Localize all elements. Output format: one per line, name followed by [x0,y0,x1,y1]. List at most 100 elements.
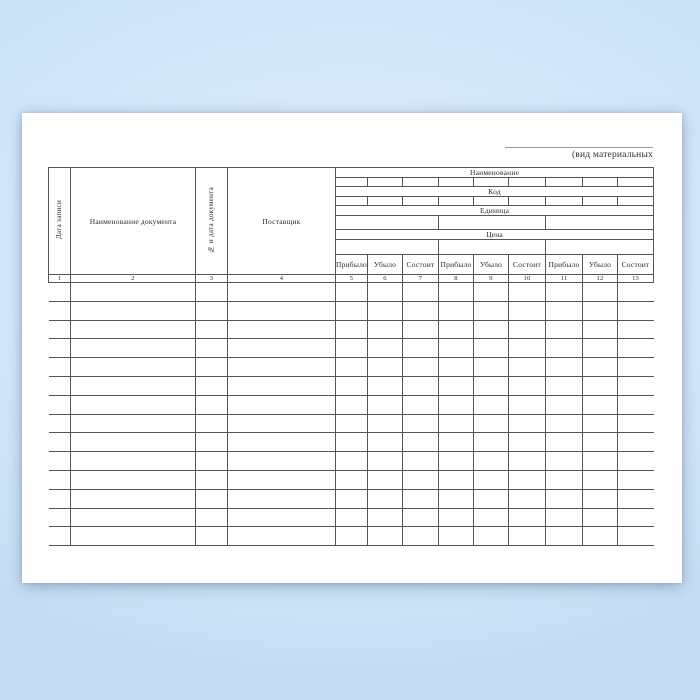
empty-cell [438,451,474,471]
empty-cell [227,413,336,434]
empty-cell [582,526,618,547]
empty-cell [473,282,509,302]
empty-cell [616,282,654,302]
column-number: 11 [545,274,583,283]
empty-cell [227,319,336,340]
empty-cell [367,196,403,206]
empty-cell [582,338,618,359]
empty-cell [367,526,403,547]
empty-cell [473,300,509,321]
empty-cell [402,488,439,509]
empty-cell [473,319,509,340]
section-header-code: Код [334,186,655,197]
empty-cell [367,507,403,528]
empty-cell [545,338,583,359]
section-header-name: Наименование [334,167,655,178]
empty-cell [545,357,583,377]
empty-cell [70,338,196,359]
form-sheet: (вид материальных Дата записи Наименован… [22,113,682,583]
empty-cell [402,413,439,434]
table-row [48,282,654,302]
section-header-unit: Единица [334,205,655,216]
empty-cell [402,282,439,302]
empty-cell [48,469,71,490]
form-table-body [48,282,654,547]
column-number: 9 [473,274,509,283]
empty-cell [473,196,509,206]
empty-cell [473,432,509,453]
empty-cell [508,319,546,340]
empty-cell [616,488,654,509]
empty-cell [616,451,654,471]
empty-cell [438,432,474,453]
empty-cell [195,300,228,321]
empty-cell [227,451,336,471]
empty-cell [438,239,546,255]
empty-cell [438,300,474,321]
empty-cell [508,196,546,206]
empty-cell [48,357,71,377]
empty-cell [70,413,196,434]
empty-cell [438,319,474,340]
empty-cell [544,215,655,230]
empty-cell [402,375,439,396]
empty-cell [545,432,583,453]
empty-cell [367,413,403,434]
empty-cell [616,507,654,528]
empty-cell [367,488,403,509]
empty-cell [195,282,228,302]
header-cell-out-1: Убыло [367,254,403,275]
section-header-price: Цена [334,229,655,240]
header-cell-balance-1: Состоит [402,254,439,275]
empty-cell [616,319,654,340]
empty-cell [438,338,474,359]
empty-cell [402,394,439,415]
header-cell-balance-2: Состоит [508,254,546,275]
empty-cell [616,375,654,396]
empty-cell [473,375,509,396]
document-name-label: Наименование документа [89,216,177,226]
empty-cell [402,300,439,321]
empty-cell [70,451,196,471]
empty-cell [582,319,618,340]
empty-cell [438,215,546,230]
empty-cell [227,469,336,490]
empty-cell [508,526,546,547]
table-row [48,526,654,547]
empty-cell [545,394,583,415]
empty-cell [70,300,196,321]
empty-cell [195,469,228,490]
empty-cell [438,177,474,187]
empty-cell [48,319,71,340]
empty-cell [335,338,368,359]
empty-cell [335,282,368,302]
table-row [48,488,654,509]
empty-cell [227,357,336,377]
empty-cell [545,319,583,340]
column-number: 12 [582,274,618,283]
column-number: 3 [195,274,228,283]
header-cell-out-2: Убыло [473,254,509,275]
empty-cell [616,177,655,187]
document-number-date-label: № и дата документа [207,186,215,254]
empty-cell [195,432,228,453]
empty-cell [367,319,403,340]
empty-cell [582,469,618,490]
empty-cell [582,507,618,528]
empty-cell [473,526,509,547]
empty-cell [402,357,439,377]
empty-cell [473,451,509,471]
empty-cell [402,451,439,471]
table-row [48,357,654,377]
empty-cell [582,488,618,509]
empty-cell [582,375,618,396]
empty-cell [195,488,228,509]
empty-cell [48,507,71,528]
empty-cell [367,469,403,490]
empty-cell [227,488,336,509]
empty-cell [508,338,546,359]
empty-cell [195,507,228,528]
empty-cell [335,526,368,547]
empty-cell [438,196,474,206]
empty-cell [582,432,618,453]
